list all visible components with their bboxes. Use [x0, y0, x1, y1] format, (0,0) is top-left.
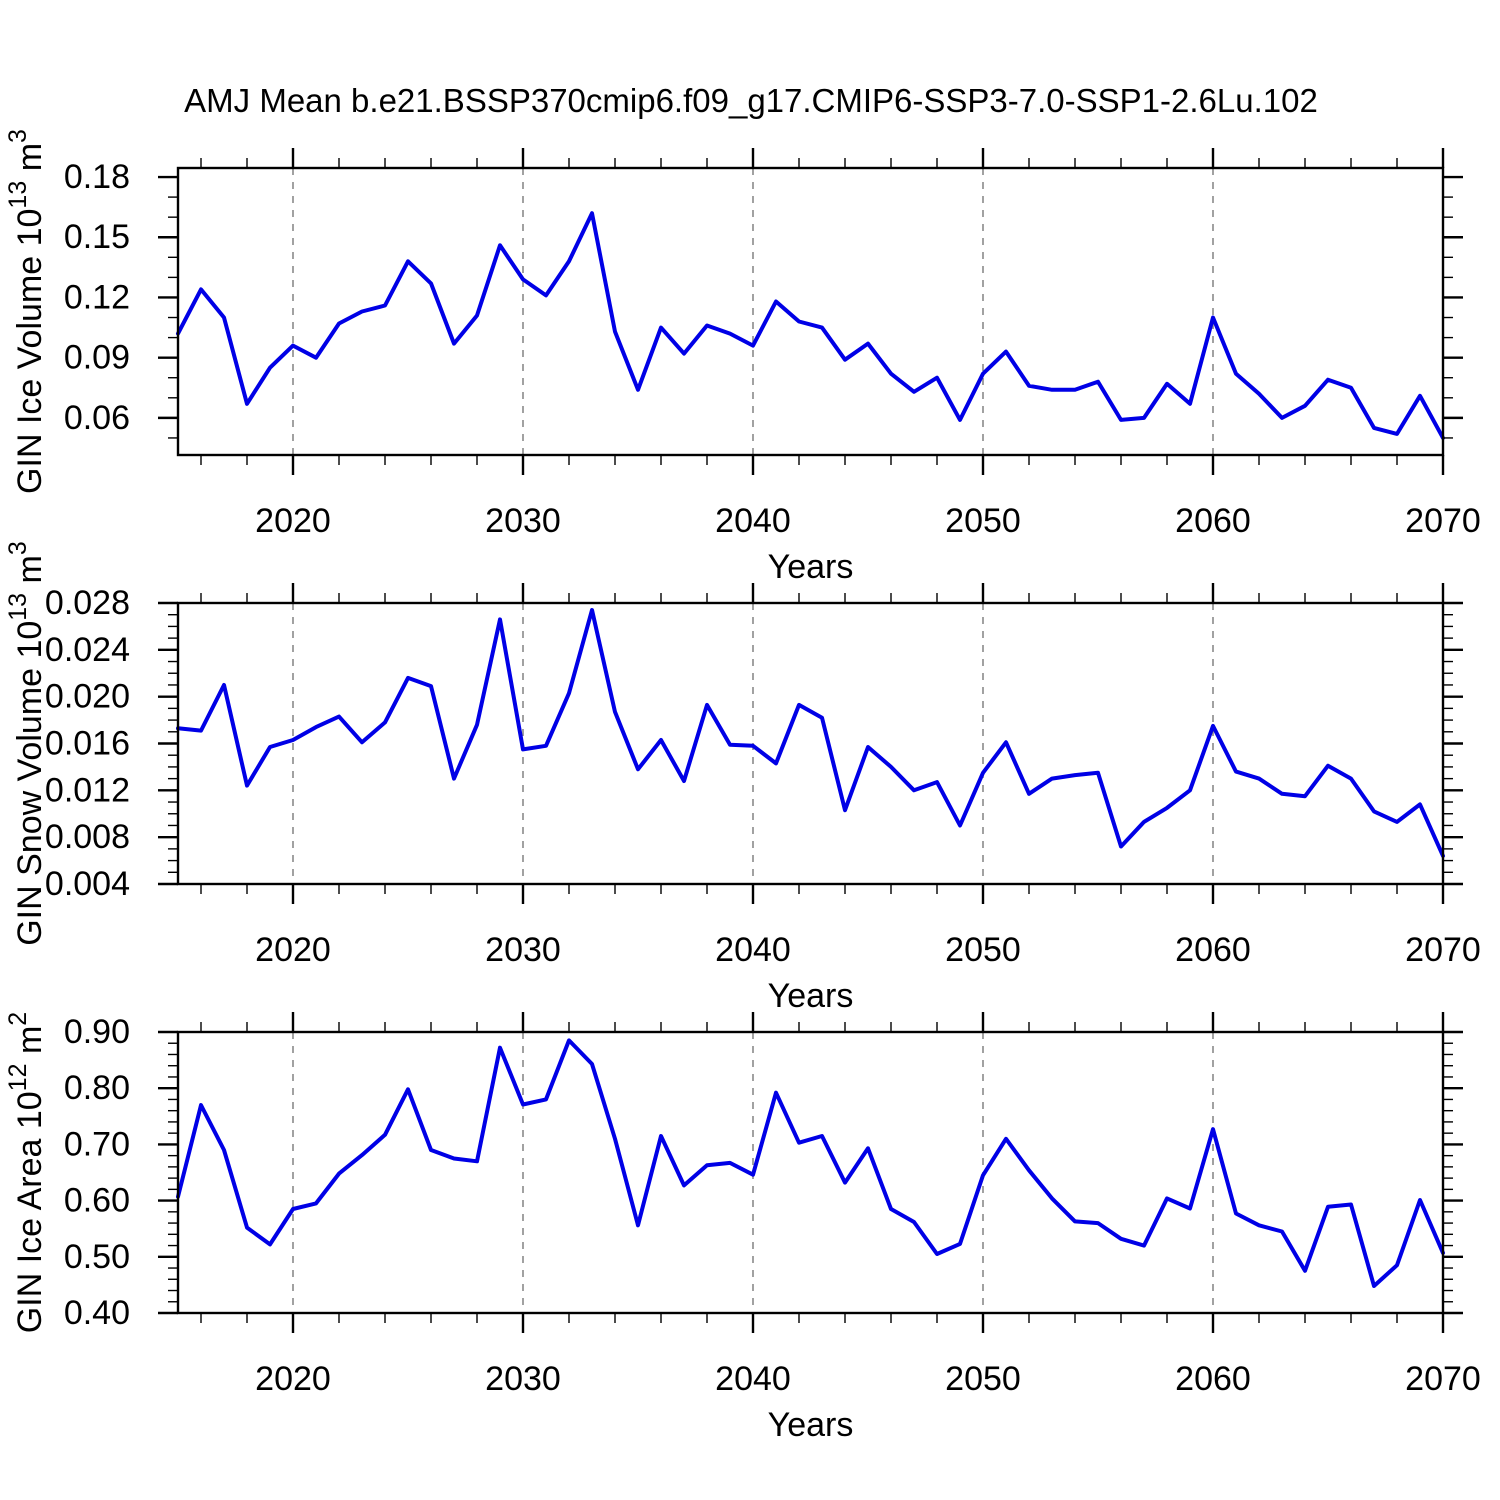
panel-ice-volume: 2020 2030 2040 2050 2060 2070 0.06 0.09 0.12 0.15… — [4, 129, 1481, 586]
x-tick-label: 2030 — [485, 1360, 561, 1398]
x-tick-label: 2040 — [715, 931, 791, 969]
y-tick-label: 0.012 — [45, 771, 130, 809]
y-tick-label: 0.008 — [45, 818, 130, 856]
y-tick-label: 0.40 — [64, 1294, 130, 1332]
y-tick-label: 0.50 — [64, 1238, 130, 1276]
y-tick-label: 0.028 — [45, 584, 130, 622]
y-tick-label: 0.06 — [64, 399, 130, 437]
y-tick-label: 0.18 — [64, 158, 130, 196]
x-tick-label: 2040 — [715, 1360, 791, 1398]
plot-border — [176, 166, 1445, 457]
x-tick-label: 2070 — [1405, 502, 1481, 540]
plot-border — [176, 601, 1445, 886]
x-tick-label: 2020 — [255, 502, 331, 540]
y-tick-label: 0.60 — [64, 1182, 130, 1220]
x-tick-label: 2060 — [1175, 931, 1251, 969]
plot-border — [176, 1030, 1445, 1315]
figure-title: AMJ Mean b.e21.BSSP370cmip6.f09_g17.CMIP… — [184, 82, 1318, 119]
x-tick-label: 2040 — [715, 502, 791, 540]
panels-group: 2020 2030 2040 2050 2060 2070 0.06 0.09 0.12 0.15… — [4, 129, 1481, 1444]
y-axis-title-ice-area: GIN Ice Area 1012 m2 — [4, 1012, 49, 1333]
x-tick-label: 2070 — [1405, 1360, 1481, 1398]
x-tick-label: 2030 — [485, 502, 561, 540]
y-tick-label: 0.70 — [64, 1125, 130, 1163]
x-tick-label: 2060 — [1175, 502, 1251, 540]
panel-snow-volume: 2020 2030 2040 2050 2060 2070 0.004 0.008 0.012 0… — [4, 541, 1481, 1015]
data-line-ice-volume — [176, 211, 1445, 440]
y-tick-label: 0.15 — [64, 218, 130, 256]
x-tick-label: 2020 — [255, 931, 331, 969]
y-axis-title-snow-volume: GIN Snow Volume 1013 m3 — [4, 541, 49, 946]
y-tick-label: 0.09 — [64, 339, 130, 377]
x-tick-label: 2030 — [485, 931, 561, 969]
y-tick-label: 0.024 — [45, 631, 130, 669]
x-tick-label: 2060 — [1175, 1360, 1251, 1398]
x-tick-label: 2020 — [255, 1360, 331, 1398]
y-tick-label: 0.020 — [45, 678, 130, 716]
data-line-snow-volume — [176, 608, 1445, 858]
x-tick-label: 2070 — [1405, 931, 1481, 969]
y-tick-label: 0.004 — [45, 865, 130, 903]
x-tick-label: 2050 — [945, 502, 1021, 540]
y-tick-label: 0.016 — [45, 725, 130, 763]
x-tick-label: 2050 — [945, 931, 1021, 969]
x-tick-label: 2050 — [945, 1360, 1021, 1398]
panel-ice-area: 2020 2030 2040 2050 2060 2070 0.40 0.50 0.60 0.70… — [4, 1012, 1481, 1444]
y-tick-label: 0.90 — [64, 1013, 130, 1051]
x-axis-title: Years — [768, 548, 854, 586]
x-axis-title: Years — [768, 977, 854, 1015]
y-tick-label: 0.80 — [64, 1069, 130, 1107]
y-axis-title-ice-volume: GIN Ice Volume 1013 m3 — [4, 129, 49, 494]
y-tick-label: 0.12 — [64, 278, 130, 316]
data-line-ice-area — [176, 1038, 1445, 1288]
x-axis-title: Years — [768, 1406, 854, 1444]
